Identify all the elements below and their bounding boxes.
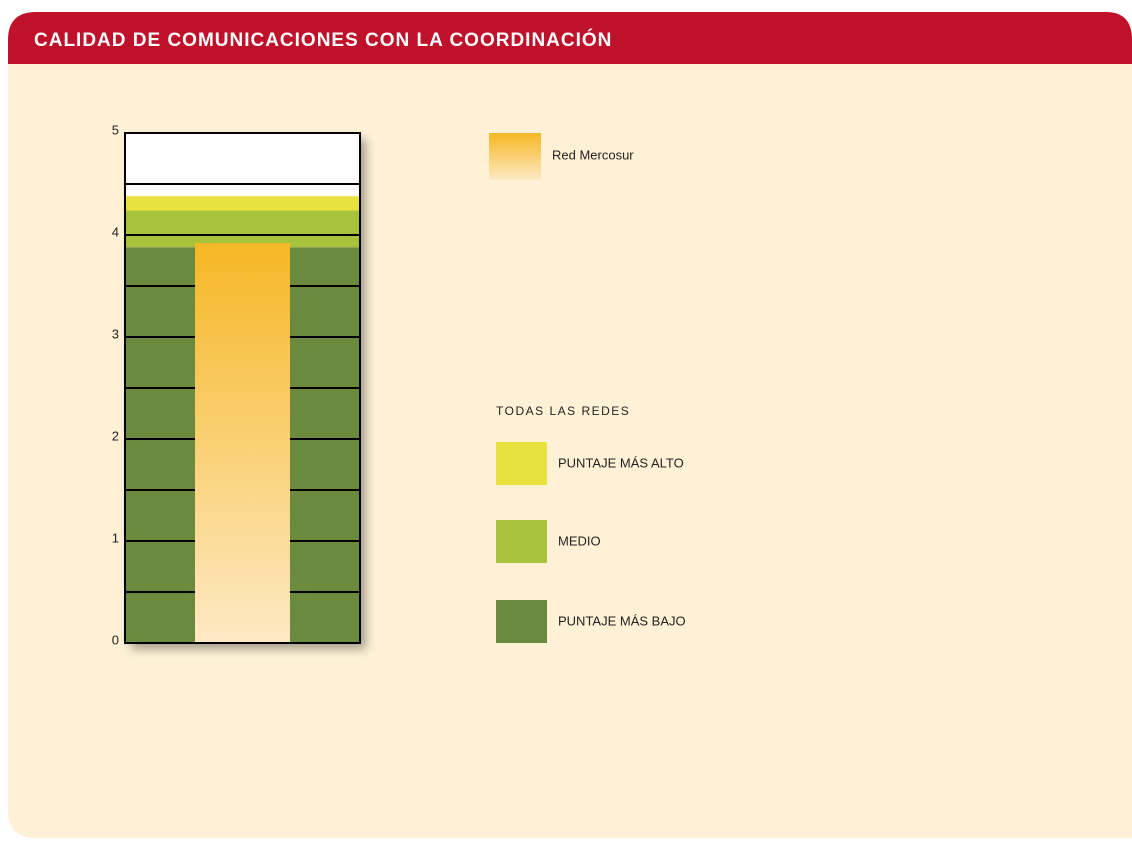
- y-tick-label: 2: [112, 428, 119, 443]
- legend-label: PUNTAJE MÁS ALTO: [558, 455, 684, 470]
- legend-label: MEDIO: [558, 533, 601, 548]
- plot-frame: [124, 132, 361, 644]
- legend-swatch: [496, 600, 547, 643]
- y-tick-label: 1: [112, 530, 119, 545]
- y-tick-label: 0: [112, 632, 119, 647]
- reference-band: [125, 196, 360, 211]
- header-bar: [8, 12, 1132, 64]
- legend-swatch: [489, 133, 541, 180]
- bar: [195, 243, 290, 643]
- y-tick-label: 5: [112, 122, 119, 137]
- legend-group-title: TODAS LAS REDES: [496, 404, 630, 418]
- reference-band: [125, 210, 360, 248]
- chart-title: CALIDAD DE COMUNICACIONES CON LA COORDIN…: [34, 29, 612, 51]
- legend-label: PUNTAJE MÁS BAJO: [558, 613, 686, 628]
- y-tick-label: 3: [112, 326, 119, 341]
- legend-label: Red Mercosur: [552, 147, 634, 162]
- legend-swatch: [496, 520, 547, 563]
- y-tick-label: 4: [112, 224, 119, 239]
- legend-swatch: [496, 442, 547, 485]
